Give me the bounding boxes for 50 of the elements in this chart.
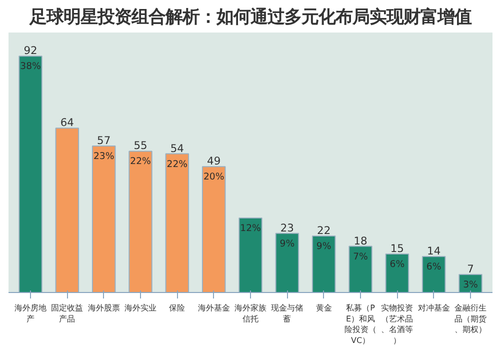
bar bbox=[128, 150, 152, 292]
x-tick-label: 海外房地产 bbox=[14, 304, 46, 324]
chart-title: 足球明星投资组合解析：如何通过多元化布局实现财富增值 bbox=[28, 8, 472, 28]
bar bbox=[348, 246, 372, 292]
data-label: 55 bbox=[134, 139, 148, 152]
x-tick-label: 海外实业 bbox=[124, 304, 156, 312]
x-tick-label: 海外基金 bbox=[198, 304, 230, 312]
annotation: 22% bbox=[130, 156, 152, 168]
bar bbox=[312, 235, 336, 292]
bar bbox=[92, 146, 116, 292]
annotation: 38% bbox=[20, 61, 42, 72]
data-label: 64 bbox=[60, 116, 74, 130]
annotation: 9% bbox=[280, 238, 295, 250]
data-label: 22 bbox=[317, 224, 331, 237]
x-tick-label: 固定收益产品 bbox=[51, 304, 84, 324]
data-label: 7 bbox=[467, 262, 474, 276]
data-label: 18 bbox=[354, 234, 368, 248]
data-label: 14 bbox=[427, 244, 441, 258]
annotation: 12% bbox=[240, 222, 262, 234]
bar bbox=[238, 217, 262, 292]
x-tick-label: 对冲基金 bbox=[418, 304, 450, 312]
x-tick-label: 私募（PE）和风险投资（VC） bbox=[344, 304, 376, 345]
data-label: 54 bbox=[170, 142, 184, 155]
data-label: 92 bbox=[24, 44, 38, 58]
annotation: 3% bbox=[463, 280, 478, 291]
x-tick-label: 保险 bbox=[169, 304, 186, 312]
x-tick-label: 金融衍生品（期货、期权） bbox=[454, 304, 486, 334]
annotation: 9% bbox=[316, 240, 332, 252]
bar bbox=[165, 153, 190, 292]
annotation: 6% bbox=[426, 262, 442, 273]
x-tick-label: 黄金 bbox=[316, 304, 332, 312]
data-label: 49 bbox=[207, 154, 221, 168]
x-tick-label: 海外家族信托 bbox=[234, 304, 266, 324]
annotation: 23% bbox=[93, 151, 114, 162]
bar bbox=[422, 256, 446, 292]
bar bbox=[385, 253, 410, 292]
x-tick-label: 现金与储蓄 bbox=[271, 304, 304, 324]
data-label: 15 bbox=[390, 242, 404, 255]
annotation: 22% bbox=[166, 158, 188, 170]
bar bbox=[202, 166, 226, 292]
bar bbox=[275, 232, 300, 292]
annotation: 6% bbox=[390, 258, 405, 270]
data-label: 23 bbox=[280, 221, 294, 234]
bar bbox=[18, 56, 42, 292]
data-label: 57 bbox=[97, 134, 111, 148]
annotation: 7% bbox=[353, 251, 368, 262]
bar bbox=[55, 128, 80, 292]
annotation: 20% bbox=[203, 172, 224, 183]
x-tick-label: 实物投资（艺术品、名酒等） bbox=[381, 304, 414, 345]
x-tick-label: 海外股票 bbox=[88, 304, 120, 312]
